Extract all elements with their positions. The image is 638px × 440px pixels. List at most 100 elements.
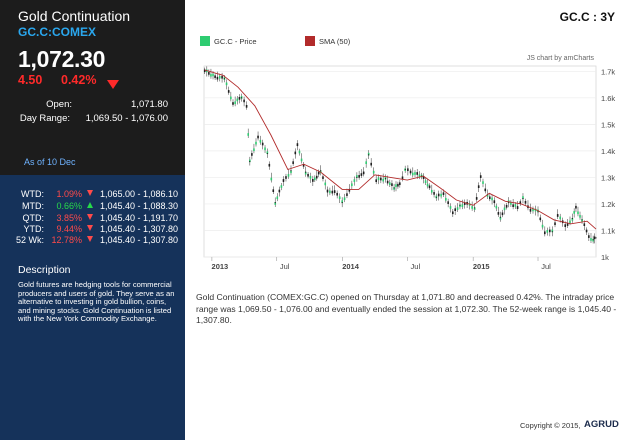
perf-range: 1,045.40 - 1,088.30 — [100, 201, 179, 211]
y-tick-label: 1.2k — [601, 200, 615, 209]
price-candle-body — [261, 142, 264, 146]
price-point — [575, 207, 577, 209]
plot-area — [203, 65, 597, 258]
open-label: Open: — [46, 99, 72, 110]
price-candle-body — [322, 176, 324, 179]
price-point — [442, 192, 445, 194]
price-candle-body — [302, 164, 305, 167]
price-point — [557, 213, 559, 216]
x-tick-label: Jul — [411, 262, 421, 271]
price-candle-body — [581, 219, 583, 222]
perf-row-mtd: MTD: 0.66% 1,045.40 - 1,088.30 — [0, 201, 185, 212]
price-candle-body — [312, 178, 314, 182]
legend-price-swatch[interactable] — [200, 36, 210, 46]
price-candle-body — [333, 190, 336, 194]
x-tick-label: Jul — [280, 262, 290, 271]
price-point — [305, 171, 307, 173]
price-candle-body — [278, 189, 281, 193]
price-candle-body — [554, 222, 556, 226]
price-candle-body — [414, 172, 416, 175]
price-candle-body — [456, 207, 459, 210]
price-chart[interactable]: GC.C - Price SMA (50) JS chart by amChar… — [187, 30, 627, 275]
day-range-label: Day Range: — [19, 113, 70, 124]
price-candle-body — [285, 176, 287, 179]
x-tick-label: 2015 — [473, 262, 490, 271]
price-candle-body — [477, 185, 480, 188]
open-value: 1,071.80 — [131, 99, 168, 110]
price-candle-body — [493, 200, 496, 203]
price-candle-body — [590, 238, 592, 241]
price-candle-body — [499, 216, 502, 220]
price-candle-body — [367, 152, 370, 156]
x-tick-label: 2014 — [342, 262, 360, 271]
price-candle-body — [329, 190, 331, 194]
price-candle-body — [418, 174, 421, 178]
legend-price-label[interactable]: GC.C - Price — [214, 37, 257, 46]
price-candle-body — [549, 229, 551, 233]
price-candle-body — [433, 192, 435, 195]
series-layer — [203, 66, 597, 244]
brand-logo[interactable]: AGRUD — [584, 419, 619, 430]
price-candle-body — [514, 204, 517, 207]
price-candle-body — [243, 99, 245, 103]
price-point — [480, 176, 482, 179]
price-point — [592, 239, 594, 241]
y-tick-label: 1.7k — [601, 67, 615, 76]
price-candle-body — [440, 193, 442, 197]
price-point — [296, 144, 299, 147]
perf-range: 1,045.40 - 1,191.70 — [100, 213, 179, 223]
copyright-text: Copyright © 2015, — [520, 421, 581, 430]
price-candle-body — [264, 147, 266, 151]
price-candle-body — [484, 188, 487, 192]
price-point — [257, 135, 259, 137]
price-candle-body — [230, 96, 232, 100]
legend-sma-swatch[interactable] — [305, 36, 315, 46]
price-candle-body — [343, 197, 346, 201]
perf-range: 1,045.40 - 1,307.80 — [100, 235, 179, 245]
last-price: 1,072.30 — [18, 46, 106, 72]
as-of-date: As of 10 Dec — [24, 157, 76, 167]
price-candle-body — [471, 206, 473, 209]
price-candle-body — [449, 206, 452, 209]
price-candle-body — [482, 181, 484, 184]
price-candle-body — [313, 177, 316, 181]
y-tick-label: 1.4k — [601, 147, 615, 156]
perf-range: 1,065.00 - 1,086.10 — [100, 189, 179, 199]
y-tick-label: 1k — [601, 253, 609, 262]
perf-row-wtd: WTD: 1.09% 1,065.00 - 1,086.10 — [0, 189, 185, 200]
price-point — [517, 205, 519, 208]
price-candle-body — [391, 183, 393, 186]
price-candle-body — [539, 217, 542, 221]
price-candle-body — [351, 183, 353, 187]
price-candle-body — [522, 196, 524, 199]
price-candle-body — [583, 223, 586, 226]
perf-pct: 12.78% — [51, 235, 82, 245]
perf-pct: 9.44% — [56, 224, 82, 234]
price-candle-body — [290, 170, 292, 174]
price-candle-body — [280, 185, 283, 188]
price-point — [409, 171, 412, 173]
price-point — [571, 217, 573, 220]
price-point — [435, 196, 437, 198]
price-candle-body — [356, 175, 358, 178]
price-point — [474, 207, 476, 209]
price-candle-body — [571, 218, 574, 221]
price-candle-body — [575, 205, 577, 209]
price-candle-body — [292, 161, 294, 164]
description-text: Gold futures are hedging tools for comme… — [18, 280, 175, 324]
day-range-value: 1,069.50 - 1,076.00 — [85, 113, 168, 124]
price-point — [368, 154, 370, 156]
chart-credit[interactable]: JS chart by amCharts — [527, 55, 595, 62]
legend-sma-label[interactable]: SMA (50) — [319, 37, 351, 46]
price-candle-body — [266, 151, 269, 155]
price-point — [564, 225, 566, 228]
price-point — [341, 202, 343, 204]
price-candle-body — [422, 176, 425, 180]
x-axis: 2013 Jul 2014 Jul 2015 Jul — [211, 257, 551, 271]
perf-pct: 0.66% — [56, 201, 82, 211]
price-candle-body — [218, 75, 221, 79]
price-candle-body — [294, 151, 297, 155]
price-candle-body — [488, 196, 491, 200]
price-point — [223, 78, 226, 80]
price-candle-body — [388, 182, 391, 185]
